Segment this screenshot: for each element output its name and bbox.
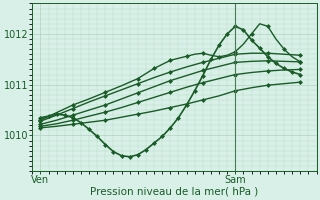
X-axis label: Pression niveau de la mer( hPa ): Pression niveau de la mer( hPa )	[90, 187, 259, 197]
